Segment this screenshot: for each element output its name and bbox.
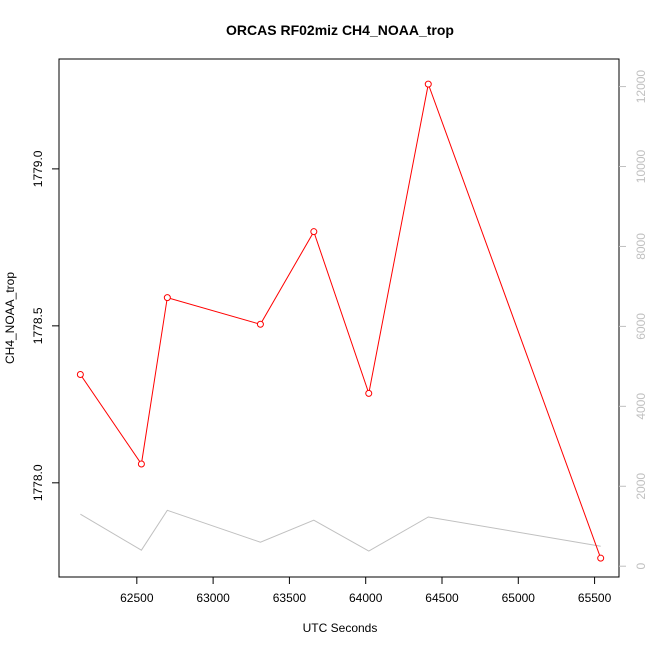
x-axis-label: UTC Seconds [303,621,378,635]
y-tick-label: 1778.5 [31,307,45,344]
x-tick-label: 63000 [196,591,230,605]
data-point [597,554,605,562]
y-tick-label: 1779.0 [31,150,45,187]
data-point [365,389,373,397]
y2-tick-label: 12000 [634,70,648,104]
data-point [256,320,264,328]
data-point [137,460,145,468]
data-point [424,80,432,88]
y-axis-right: 0 2000 4000 6000 8000 10000 12000 [619,70,648,570]
series-line-right [80,509,601,552]
x-tick-label: 63500 [273,591,307,605]
y-tick-label: 1778.0 [31,464,45,501]
x-tick-label: 64000 [349,591,383,605]
y2-tick-label: 8000 [634,233,648,260]
x-tick-label: 62500 [120,591,154,605]
y2-tick-label: 10000 [634,150,648,184]
chart-title: ORCAS RF02miz CH4_NOAA_trop [226,22,454,38]
y-axis-label: CH4_NOAA_trop [3,272,17,364]
series-line-left [79,82,602,559]
plot-frame [58,58,620,578]
y2-tick-label: 0 [634,563,648,570]
series-layer [76,80,605,562]
x-tick-label: 65000 [502,591,536,605]
data-point [310,228,318,236]
data-point [163,294,171,302]
y2-tick-label: 4000 [634,393,648,420]
y-axis-left: 1778.0 1778.5 1779.0 [31,150,59,501]
data-point [76,371,84,379]
x-tick-label: 64500 [425,591,459,605]
x-axis: 62500 63000 63500 64000 64500 65000 65500 [120,577,612,605]
x-tick-label: 65500 [578,591,612,605]
y2-tick-label: 2000 [634,473,648,500]
y2-tick-label: 6000 [634,313,648,340]
